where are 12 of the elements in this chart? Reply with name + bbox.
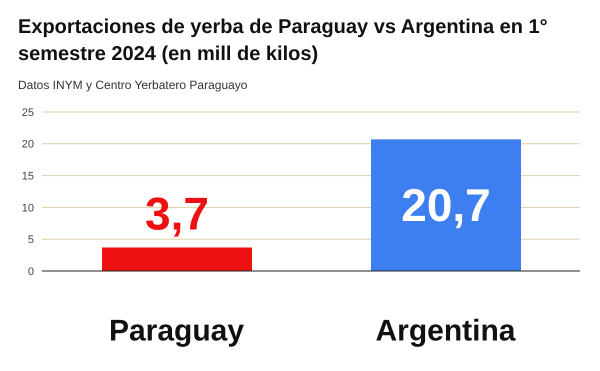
x-tick-label: Paraguay	[108, 314, 244, 348]
y-tick-label: 25	[22, 106, 34, 119]
data-label: 3,7	[145, 187, 209, 240]
y-tick-label: 5	[28, 234, 34, 246]
y-tick-label: 20	[22, 138, 34, 151]
y-tick-label: 15	[22, 170, 34, 183]
data-label: 20,7	[401, 179, 491, 232]
chart-subtitle: Datos INYM y Centro Yerbatero Paraguayo	[18, 78, 248, 92]
x-tick-label: Argentina	[375, 314, 516, 348]
y-tick-label: 0	[28, 266, 34, 278]
chart-title: Exportaciones de yerba de Paraguay vs Argentina en 1° semestre 2024 (en mill de kilos)	[18, 15, 549, 67]
y-tick-label: 10	[22, 202, 34, 214]
